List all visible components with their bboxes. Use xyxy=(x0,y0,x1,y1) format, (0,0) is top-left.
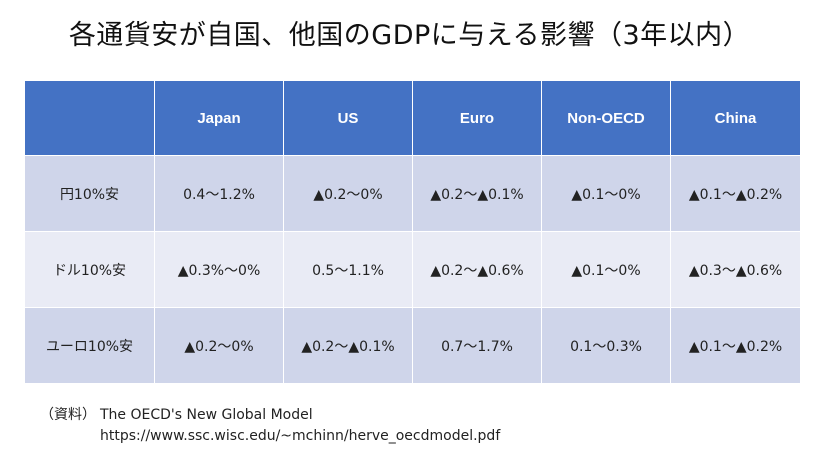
table-row: 円10%安 0.4～1.2% ▲0.2～0% ▲0.2～▲0.1% ▲0.1～0… xyxy=(24,155,801,232)
column-header-euro: Euro xyxy=(412,80,542,156)
source-title: The OECD's New Global Model xyxy=(100,407,313,423)
column-header-japan: Japan xyxy=(154,80,284,156)
table-cell: ▲0.1～0% xyxy=(541,231,671,308)
table-cell: 0.4～1.2% xyxy=(154,155,284,232)
table-cell: ▲0.2～▲0.1% xyxy=(412,155,542,232)
table-row: ユーロ10%安 ▲0.2～0% ▲0.2～▲0.1% 0.7～1.7% 0.1～… xyxy=(24,307,801,384)
currency-impact-table: Japan US Euro Non-OECD China 円10%安 0.4～1… xyxy=(24,80,801,384)
table-cell: 0.7～1.7% xyxy=(412,307,542,384)
corner-header-cell xyxy=(24,80,155,156)
table-cell: 0.5～1.1% xyxy=(283,231,413,308)
table-cell: ▲0.3～▲0.6% xyxy=(670,231,801,308)
row-header-dollar: ドル10%安 xyxy=(24,231,155,308)
table-cell: ▲0.2～0% xyxy=(154,307,284,384)
table-cell: ▲0.3%～0% xyxy=(154,231,284,308)
table-cell: ▲0.2～▲0.6% xyxy=(412,231,542,308)
table-cell: ▲0.1～▲0.2% xyxy=(670,307,801,384)
source-url: https://www.ssc.wisc.edu/~mchinn/herve_o… xyxy=(100,428,501,444)
column-header-non-oecd: Non-OECD xyxy=(541,80,671,156)
page-title: 各通貨安が自国、他国のGDPに与える影響（3年以内） xyxy=(68,20,751,51)
column-header-us: US xyxy=(283,80,413,156)
row-header-yen: 円10%安 xyxy=(24,155,155,232)
table-cell: ▲0.1～▲0.2% xyxy=(670,155,801,232)
row-header-euro: ユーロ10%安 xyxy=(24,307,155,384)
table-header-row: Japan US Euro Non-OECD China xyxy=(24,80,801,156)
table-cell: ▲0.2～▲0.1% xyxy=(283,307,413,384)
table-cell: ▲0.1～0% xyxy=(541,155,671,232)
column-header-china: China xyxy=(670,80,801,156)
table-row: ドル10%安 ▲0.3%～0% 0.5～1.1% ▲0.2～▲0.6% ▲0.1… xyxy=(24,231,801,308)
table-cell: ▲0.2～0% xyxy=(283,155,413,232)
source-note: （資料） The OECD's New Global Model https:/… xyxy=(40,405,500,447)
table-cell: 0.1～0.3% xyxy=(541,307,671,384)
source-label: （資料） xyxy=(40,407,96,423)
